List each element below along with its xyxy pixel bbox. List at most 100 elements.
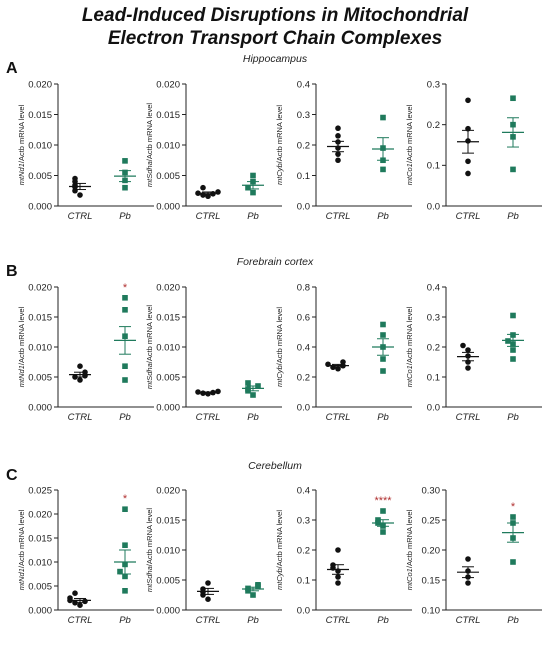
data-point-pb	[245, 184, 251, 191]
y-axis-label-gene: mtCo1	[405, 365, 414, 387]
x-category-label: CTRL	[326, 615, 351, 626]
y-tick-label: 0.000	[156, 201, 180, 212]
y-tick-label: 0.015	[28, 110, 52, 121]
data-point-pb	[510, 166, 516, 173]
data-point-pb	[380, 321, 386, 328]
y-tick-label: 0.010	[28, 557, 52, 568]
x-category-label: CTRL	[68, 211, 93, 222]
y-tick-label: 0.2	[427, 120, 440, 131]
y-tick-label: 0.2	[427, 342, 440, 353]
x-category-label: CTRL	[456, 211, 481, 222]
x-category-label: Pb	[119, 412, 131, 423]
x-category-label: Pb	[247, 412, 259, 423]
figure-title: Lead-Induced Disruptions in Mitochondria…	[0, 4, 550, 50]
data-point-ctrl	[335, 580, 341, 586]
y-axis-label-gene: mtSdha	[145, 566, 154, 592]
y-axis-label-gene: mtSdha	[145, 363, 154, 389]
section-letter-a: A	[6, 60, 18, 77]
data-point-pb	[122, 377, 128, 383]
x-category-label: Pb	[377, 615, 389, 626]
section-letter-c: C	[6, 467, 18, 484]
significance-marker: *	[511, 501, 516, 513]
y-axis-label-gene: mtCo1	[405, 568, 414, 590]
y-tick-label: 0.010	[28, 140, 52, 151]
data-point-ctrl	[205, 580, 211, 586]
x-category-label: Pb	[119, 211, 131, 222]
data-point-pb	[245, 585, 251, 592]
data-point-ctrl	[72, 590, 78, 596]
y-tick-label: 0.3	[297, 515, 310, 526]
data-point-pb	[255, 582, 261, 588]
y-tick-label: 0.1	[297, 171, 310, 182]
y-tick-label: 0.0	[297, 605, 310, 616]
data-point-ctrl	[465, 580, 471, 586]
data-point-ctrl	[325, 361, 331, 368]
y-axis-label-rest: /Actb mRNA level	[17, 104, 26, 163]
data-point-ctrl	[77, 363, 83, 370]
y-tick-label: 0.005	[28, 372, 52, 383]
y-tick-label: 0.0	[297, 402, 310, 413]
x-category-label: Pb	[119, 615, 131, 626]
y-axis-label-rest: /Actb mRNA level	[17, 509, 26, 568]
y-tick-label: 0.4	[297, 342, 310, 353]
y-axis-label: mtSdha/Actb mRNA level	[145, 305, 154, 390]
y-axis-label: mtSdha/Actb mRNA level	[145, 508, 154, 593]
x-category-label: CTRL	[196, 211, 221, 222]
y-axis-label-rest: /Actb mRNA level	[275, 510, 284, 569]
y-axis-label-gene: mtNd1	[17, 568, 26, 590]
y-tick-label: 0.020	[28, 79, 52, 90]
data-point-ctrl	[335, 125, 341, 132]
y-axis-label-gene: mtCyb	[275, 568, 284, 590]
y-axis-label: mtCo1/Actb mRNA level	[405, 306, 414, 387]
y-tick-label: 0.8	[297, 282, 310, 293]
y-tick-label: 0.010	[156, 545, 180, 556]
panel-a-mtco1: 0.0 0.1 0.2 0.3 mtCo1/Actb mRNA level CTRL Pb	[405, 79, 542, 222]
y-axis-label-gene: mtSdha	[145, 161, 154, 187]
data-point-pb	[380, 356, 386, 362]
x-category-label: CTRL	[68, 412, 93, 423]
y-axis-label: mtNd1/Actb mRNA level	[17, 104, 26, 185]
y-tick-label: 0.4	[427, 282, 440, 293]
data-point-ctrl	[335, 151, 341, 157]
data-point-pb	[380, 332, 386, 338]
y-axis-label-rest: /Actb mRNA level	[405, 104, 414, 163]
y-axis-label-gene: mtNd1	[17, 365, 26, 387]
data-point-ctrl	[465, 158, 471, 165]
y-tick-label: 0.4	[297, 79, 310, 90]
y-tick-label: 0.20	[422, 545, 441, 556]
data-point-ctrl	[200, 586, 206, 592]
data-point-pb	[122, 542, 128, 548]
panel-b-mtco1: 0.0 0.1 0.2 0.3 0.4 mtCo1/Actb mRNA level CTRL…	[405, 282, 542, 423]
data-point-ctrl	[205, 596, 211, 602]
y-axis-label-rest: /Actb mRNA level	[17, 306, 26, 365]
x-category-label: CTRL	[456, 412, 481, 423]
x-category-label: CTRL	[326, 211, 351, 222]
section-title-b: Forebrain cortex	[237, 256, 314, 268]
data-point-pb	[122, 307, 128, 313]
data-point-ctrl	[77, 602, 83, 608]
data-point-pb	[122, 588, 128, 594]
section-title-a: Hippocampus	[243, 53, 308, 65]
y-tick-label: 0.005	[156, 575, 180, 586]
y-tick-label: 0.020	[156, 485, 180, 496]
panel-c-mtsdha: 0.000 0.005 0.010 0.015 0.020 mtSdha/Actb mRN…	[145, 485, 282, 626]
y-tick-label: 0.005	[156, 372, 180, 383]
y-axis-label: mtNd1/Actb mRNA level	[17, 306, 26, 387]
y-tick-label: 0.0	[427, 201, 440, 212]
data-point-ctrl	[335, 365, 341, 372]
data-point-ctrl	[200, 184, 206, 191]
data-point-pb	[510, 559, 516, 565]
data-point-ctrl	[460, 342, 466, 349]
data-point-pb	[380, 529, 386, 535]
data-point-ctrl	[215, 189, 221, 195]
data-point-ctrl	[465, 170, 471, 177]
data-point-ctrl	[465, 347, 471, 353]
y-axis-label: mtCyb/Actb mRNA level	[275, 105, 284, 185]
data-point-ctrl	[335, 157, 341, 164]
y-axis-label-gene: mtCyb	[275, 163, 284, 185]
x-category-label: Pb	[247, 211, 259, 222]
y-tick-label: 0.005	[28, 171, 52, 182]
data-point-pb	[122, 184, 128, 191]
data-point-pb	[122, 573, 128, 580]
